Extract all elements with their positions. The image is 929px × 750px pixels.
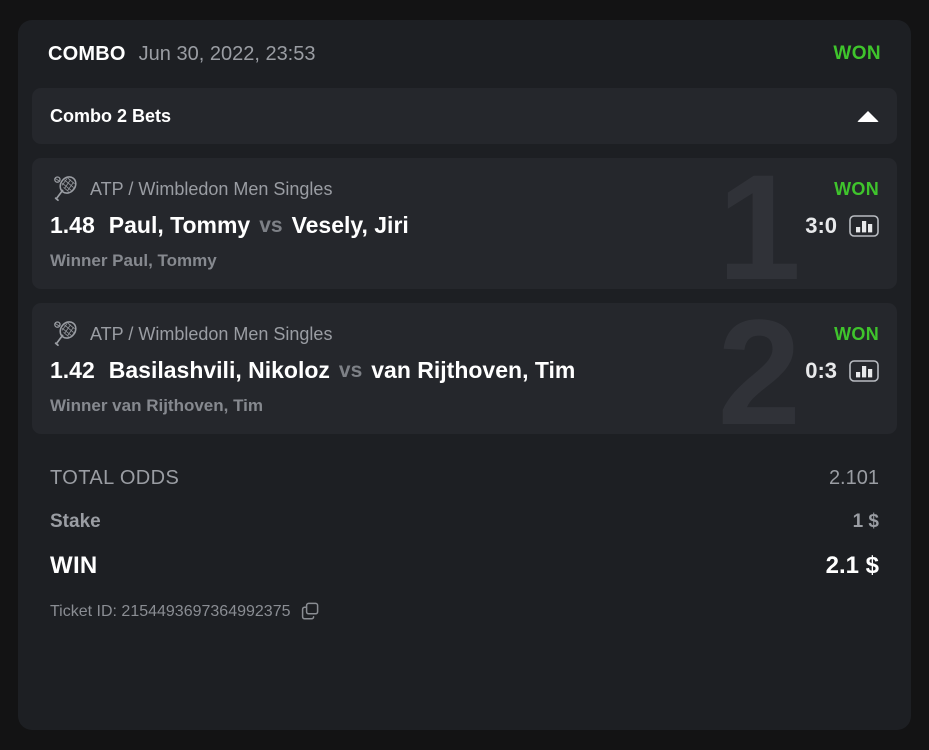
bet-away-team: van Rijthoven, Tim <box>371 357 576 383</box>
ticket-datetime: Jun 30, 2022, 23:53 <box>138 42 316 65</box>
ticket-type-label: COMBO <box>48 42 126 65</box>
bet-league-name: ATP / Wimbledon Men Singles <box>90 323 333 344</box>
win-value: 2.1 $ <box>825 552 879 579</box>
bet-home-team: Basilashvili, Nikoloz <box>108 357 330 383</box>
tennis-racket-icon <box>50 319 80 349</box>
bet-league-row: ATP / Wimbledon Men Singles WON <box>50 174 879 204</box>
bet-market-row: Winner Paul, Tommy <box>50 251 879 271</box>
bet-home-team: Paul, Tommy <box>108 212 251 238</box>
total-odds-row: TOTAL ODDS 2.101 <box>50 456 879 500</box>
vs-separator: vs <box>259 213 283 237</box>
totals-section: TOTAL ODDS 2.101 Stake 1 $ WIN 2.1 $ <box>18 456 911 588</box>
copy-icon[interactable] <box>301 602 320 621</box>
bet-odds: 1.48 <box>50 212 95 238</box>
win-row: WIN 2.1 $ <box>50 544 879 588</box>
bar-chart-icon[interactable] <box>849 359 879 382</box>
bet-market-selection: Winner Paul, Tommy <box>50 251 217 270</box>
bet-league-name: ATP / Wimbledon Men Singles <box>90 178 333 199</box>
bet-match-row: 1.42 Basilashvili, Nikoloz vs van Rijtho… <box>50 357 879 384</box>
bet-item: 1 <box>32 158 897 289</box>
ticket-id-text: Ticket ID: 2154493697364992375 <box>50 602 291 620</box>
stake-label: Stake <box>50 511 101 532</box>
bet-score: 3:0 <box>805 212 837 238</box>
total-odds-value: 2.101 <box>828 466 879 489</box>
bet-market-selection: Winner van Rijthoven, Tim <box>50 396 264 415</box>
combo-toggle-bar[interactable]: Combo 2 Bets <box>32 88 897 144</box>
stake-value: 1 $ <box>852 511 879 532</box>
chevron-up-icon[interactable] <box>857 110 879 122</box>
vs-separator: vs <box>338 358 363 382</box>
stake-row: Stake 1 $ <box>50 500 879 544</box>
ticket-status-badge: WON <box>833 43 881 64</box>
bet-match-row: 1.48 Paul, Tommy vs Vesely, Jiri 3:0 <box>50 212 879 239</box>
ticket-id-row: Ticket ID: 2154493697364992375 <box>18 602 911 621</box>
bet-away-team: Vesely, Jiri <box>291 212 409 238</box>
bar-chart-icon[interactable] <box>849 214 879 237</box>
total-odds-label: TOTAL ODDS <box>50 466 180 489</box>
bet-status-badge: WON <box>834 178 879 199</box>
bet-market-row: Winner van Rijthoven, Tim <box>50 396 879 416</box>
bet-league-row: ATP / Wimbledon Men Singles WON <box>50 319 879 349</box>
bet-odds: 1.42 <box>50 357 95 383</box>
bet-score: 0:3 <box>805 357 837 383</box>
tennis-racket-icon <box>50 174 80 204</box>
bet-status-badge: WON <box>834 323 879 344</box>
bet-ticket-card: COMBO Jun 30, 2022, 23:53 WON Combo 2 Be… <box>18 20 911 730</box>
combo-bar-title: Combo 2 Bets <box>50 105 172 126</box>
bet-item: 2 <box>32 303 897 434</box>
ticket-header: COMBO Jun 30, 2022, 23:53 WON <box>18 20 911 88</box>
win-label: WIN <box>50 552 98 579</box>
